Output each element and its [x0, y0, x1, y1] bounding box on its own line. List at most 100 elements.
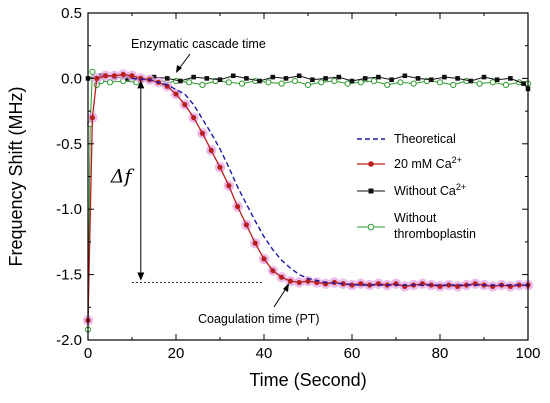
- series-20mm-ca-point: [208, 147, 214, 153]
- series-without-thromboplastin-point: [186, 79, 193, 86]
- x-tick-label: 60: [344, 345, 361, 362]
- y-tick-label: 0.5: [61, 5, 82, 22]
- series-20mm-ca-point: [270, 268, 276, 274]
- series-without-ca-point: [362, 76, 368, 81]
- legend: Theoretical 20 mM Ca2+ Without Ca2+ With…: [357, 132, 476, 241]
- series-without-ca-point: [402, 73, 408, 79]
- series-20mm-ca-point: [94, 75, 100, 81]
- series-without-ca-point: [296, 73, 302, 79]
- series-20mm-ca-point: [243, 222, 249, 228]
- legend-20mm-ca-label: 20 mM Ca2+: [394, 155, 462, 171]
- series-20mm-ca-point: [296, 279, 302, 286]
- series-without-thromboplastin-point: [436, 79, 444, 86]
- series-without-thromboplastin-point: [331, 77, 338, 85]
- x-tick-label: 40: [256, 345, 273, 362]
- series-without-ca-point: [508, 76, 513, 81]
- series-without-thromboplastin-point: [238, 80, 246, 87]
- series-20mm-ca-point: [103, 73, 109, 79]
- y-axis-title: Frequency Shift (MHz): [6, 86, 26, 266]
- series-20mm-ca-point: [129, 73, 135, 79]
- y-tick-label: -1.5: [56, 267, 82, 284]
- series-without-ca-point: [442, 74, 447, 80]
- series-20mm-ca-point: [235, 203, 241, 210]
- series-without-ca-point: [257, 78, 262, 84]
- series-without-ca-point: [389, 77, 394, 83]
- legend-without-thromboplastin-label-line1: Without: [394, 211, 437, 225]
- series-without-thromboplastin-point: [489, 79, 496, 86]
- series-without-thromboplastin-point: [384, 81, 391, 89]
- x-tick-label: 80: [432, 345, 449, 362]
- series-20mm-ca-point: [261, 256, 267, 262]
- series-without-ca-point: [349, 78, 355, 84]
- series-without-ca-point: [230, 73, 236, 79]
- series-20mm-ca-point: [226, 183, 232, 189]
- annotation-layer: Enzymatic cascade time Coagulation time …: [110, 37, 320, 326]
- series-theoretical-line: [131, 77, 528, 286]
- series-without-ca-point: [217, 77, 223, 83]
- series-without-thromboplastin-point: [106, 79, 114, 86]
- delta-f-arrow-head-top: [137, 80, 145, 89]
- legend-without-thromboplastin-marker: [367, 223, 375, 231]
- legend-theoretical-label: Theoretical: [394, 132, 456, 146]
- series-without-thromboplastin-point: [304, 81, 312, 89]
- series-without-thromboplastin-point: [291, 77, 298, 85]
- series-without-thromboplastin-point: [357, 79, 364, 86]
- series-without-thromboplastin-point: [450, 81, 457, 89]
- series-without-thromboplastin-point: [265, 79, 272, 86]
- y-tick-label: 0.0: [61, 70, 82, 87]
- enzymatic-arrow-head: [176, 65, 182, 73]
- series-without-ca-point: [415, 76, 421, 81]
- series-without-ca-point: [310, 77, 315, 83]
- series-20mm-ca-point: [191, 115, 197, 121]
- coagulation-arrow-line: [273, 286, 288, 308]
- series-without-ca-point: [521, 81, 526, 86]
- legend-without-ca-label: Without Ca2+: [394, 182, 466, 198]
- series-without-ca-point: [336, 74, 342, 80]
- plot-frame: [87, 12, 529, 341]
- legend-without-thromboplastin-swatch: [357, 223, 385, 231]
- series-without-ca-point: [191, 74, 196, 80]
- series-without-ca-point: [323, 76, 328, 81]
- y-tick-label: -0.5: [56, 136, 82, 153]
- series-without-ca-point: [283, 76, 289, 81]
- x-tick-label: 20: [168, 345, 185, 362]
- x-tick-label: 0: [84, 345, 92, 362]
- annotation-enzymatic-cascade: Enzymatic cascade time: [131, 37, 266, 51]
- series-without-ca-point: [376, 74, 381, 80]
- series-without-thromboplastin-point: [463, 77, 470, 85]
- series-20mm-ca-point: [217, 164, 223, 170]
- series-without-ca-point: [244, 76, 249, 81]
- x-tick-label: 100: [515, 345, 540, 362]
- series-20mm-ca-point: [89, 115, 95, 121]
- series-20mm-ca-point: [446, 282, 452, 288]
- legend-20mm-ca-marker: [368, 161, 374, 167]
- series-20mm-ca-point: [287, 278, 293, 284]
- annotation-delta-f: Δf: [110, 166, 135, 188]
- series-without-thromboplastin-point: [397, 79, 404, 86]
- series-without-ca-point: [481, 74, 487, 80]
- series-without-thromboplastin-point: [199, 81, 206, 89]
- series-without-thromboplastin-point: [476, 80, 483, 87]
- y-tick-label: -1.0: [56, 201, 82, 218]
- series-20mm-ca-point: [120, 71, 126, 78]
- series-without-ca-point: [270, 74, 276, 80]
- delta-f-arrow-head-bottom: [137, 272, 145, 281]
- legend-20mm-ca-swatch: [357, 161, 385, 167]
- series-without-thromboplastin-point: [252, 77, 259, 85]
- series-without-thromboplastin-point: [344, 80, 351, 87]
- legend-without-thromboplastin-label-line2: thromboplastin: [394, 227, 476, 241]
- series-without-ca-point: [178, 78, 183, 84]
- series-without-thromboplastin-point: [225, 79, 232, 86]
- series-without-thromboplastin-point: [502, 81, 510, 89]
- annotation-coagulation-time: Coagulation time (PT): [198, 312, 320, 326]
- series-20mm-ca-point: [305, 278, 311, 284]
- series-without-thromboplastin-point: [318, 79, 325, 86]
- legend-without-ca-swatch: [357, 188, 385, 194]
- series-without-thromboplastin-point: [278, 80, 285, 87]
- plot-layer: [82, 68, 534, 333]
- series-without-thromboplastin-point: [410, 80, 417, 87]
- series-without-ca-point: [468, 78, 474, 84]
- tick-layer: 0 20 40 60 80 100 0.5 0.0 -0.5 -1.0 -1.5 -2.0: [56, 5, 540, 362]
- series-without-thromboplastin-point: [370, 77, 378, 85]
